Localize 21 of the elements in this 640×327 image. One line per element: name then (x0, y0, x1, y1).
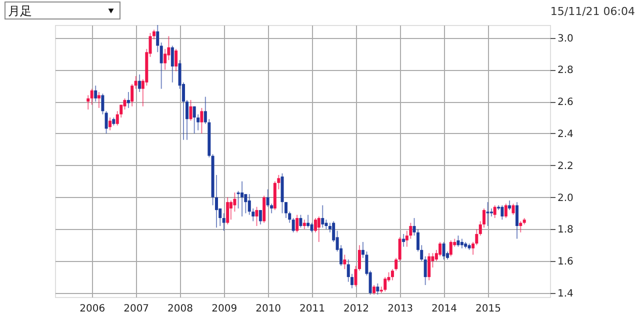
text: 15/11/21 06:04 (550, 5, 635, 18)
x-tick-label: 2012 (344, 304, 369, 314)
x-tick-label: 2008 (168, 304, 193, 314)
y-tick-label: 1.8 (558, 224, 574, 236)
y-tick-label: 1.6 (558, 256, 574, 268)
x-tick-label: 2009 (212, 304, 238, 314)
y-tick-label: 2.6 (558, 97, 574, 108)
text: 月足 (8, 4, 32, 18)
x-tick-label: 2014 (432, 304, 457, 314)
x-tick-label: 2006 (80, 304, 106, 314)
y-tick-label: 2.2 (558, 160, 574, 172)
x-tick-label: 2013 (388, 304, 414, 314)
y-tick-label: 3.0 (558, 33, 574, 44)
x-tick-label: 2015 (476, 304, 501, 314)
y-tick-label: 2.8 (558, 65, 574, 76)
x-tick-label: 2007 (124, 304, 150, 314)
y-tick-label: 2.4 (558, 128, 574, 140)
x-tick-label: 2010 (256, 304, 282, 314)
y-tick-label: 1.4 (558, 288, 574, 300)
x-tick-label: 2011 (300, 304, 325, 314)
y-tick-label: 2.0 (558, 192, 574, 204)
